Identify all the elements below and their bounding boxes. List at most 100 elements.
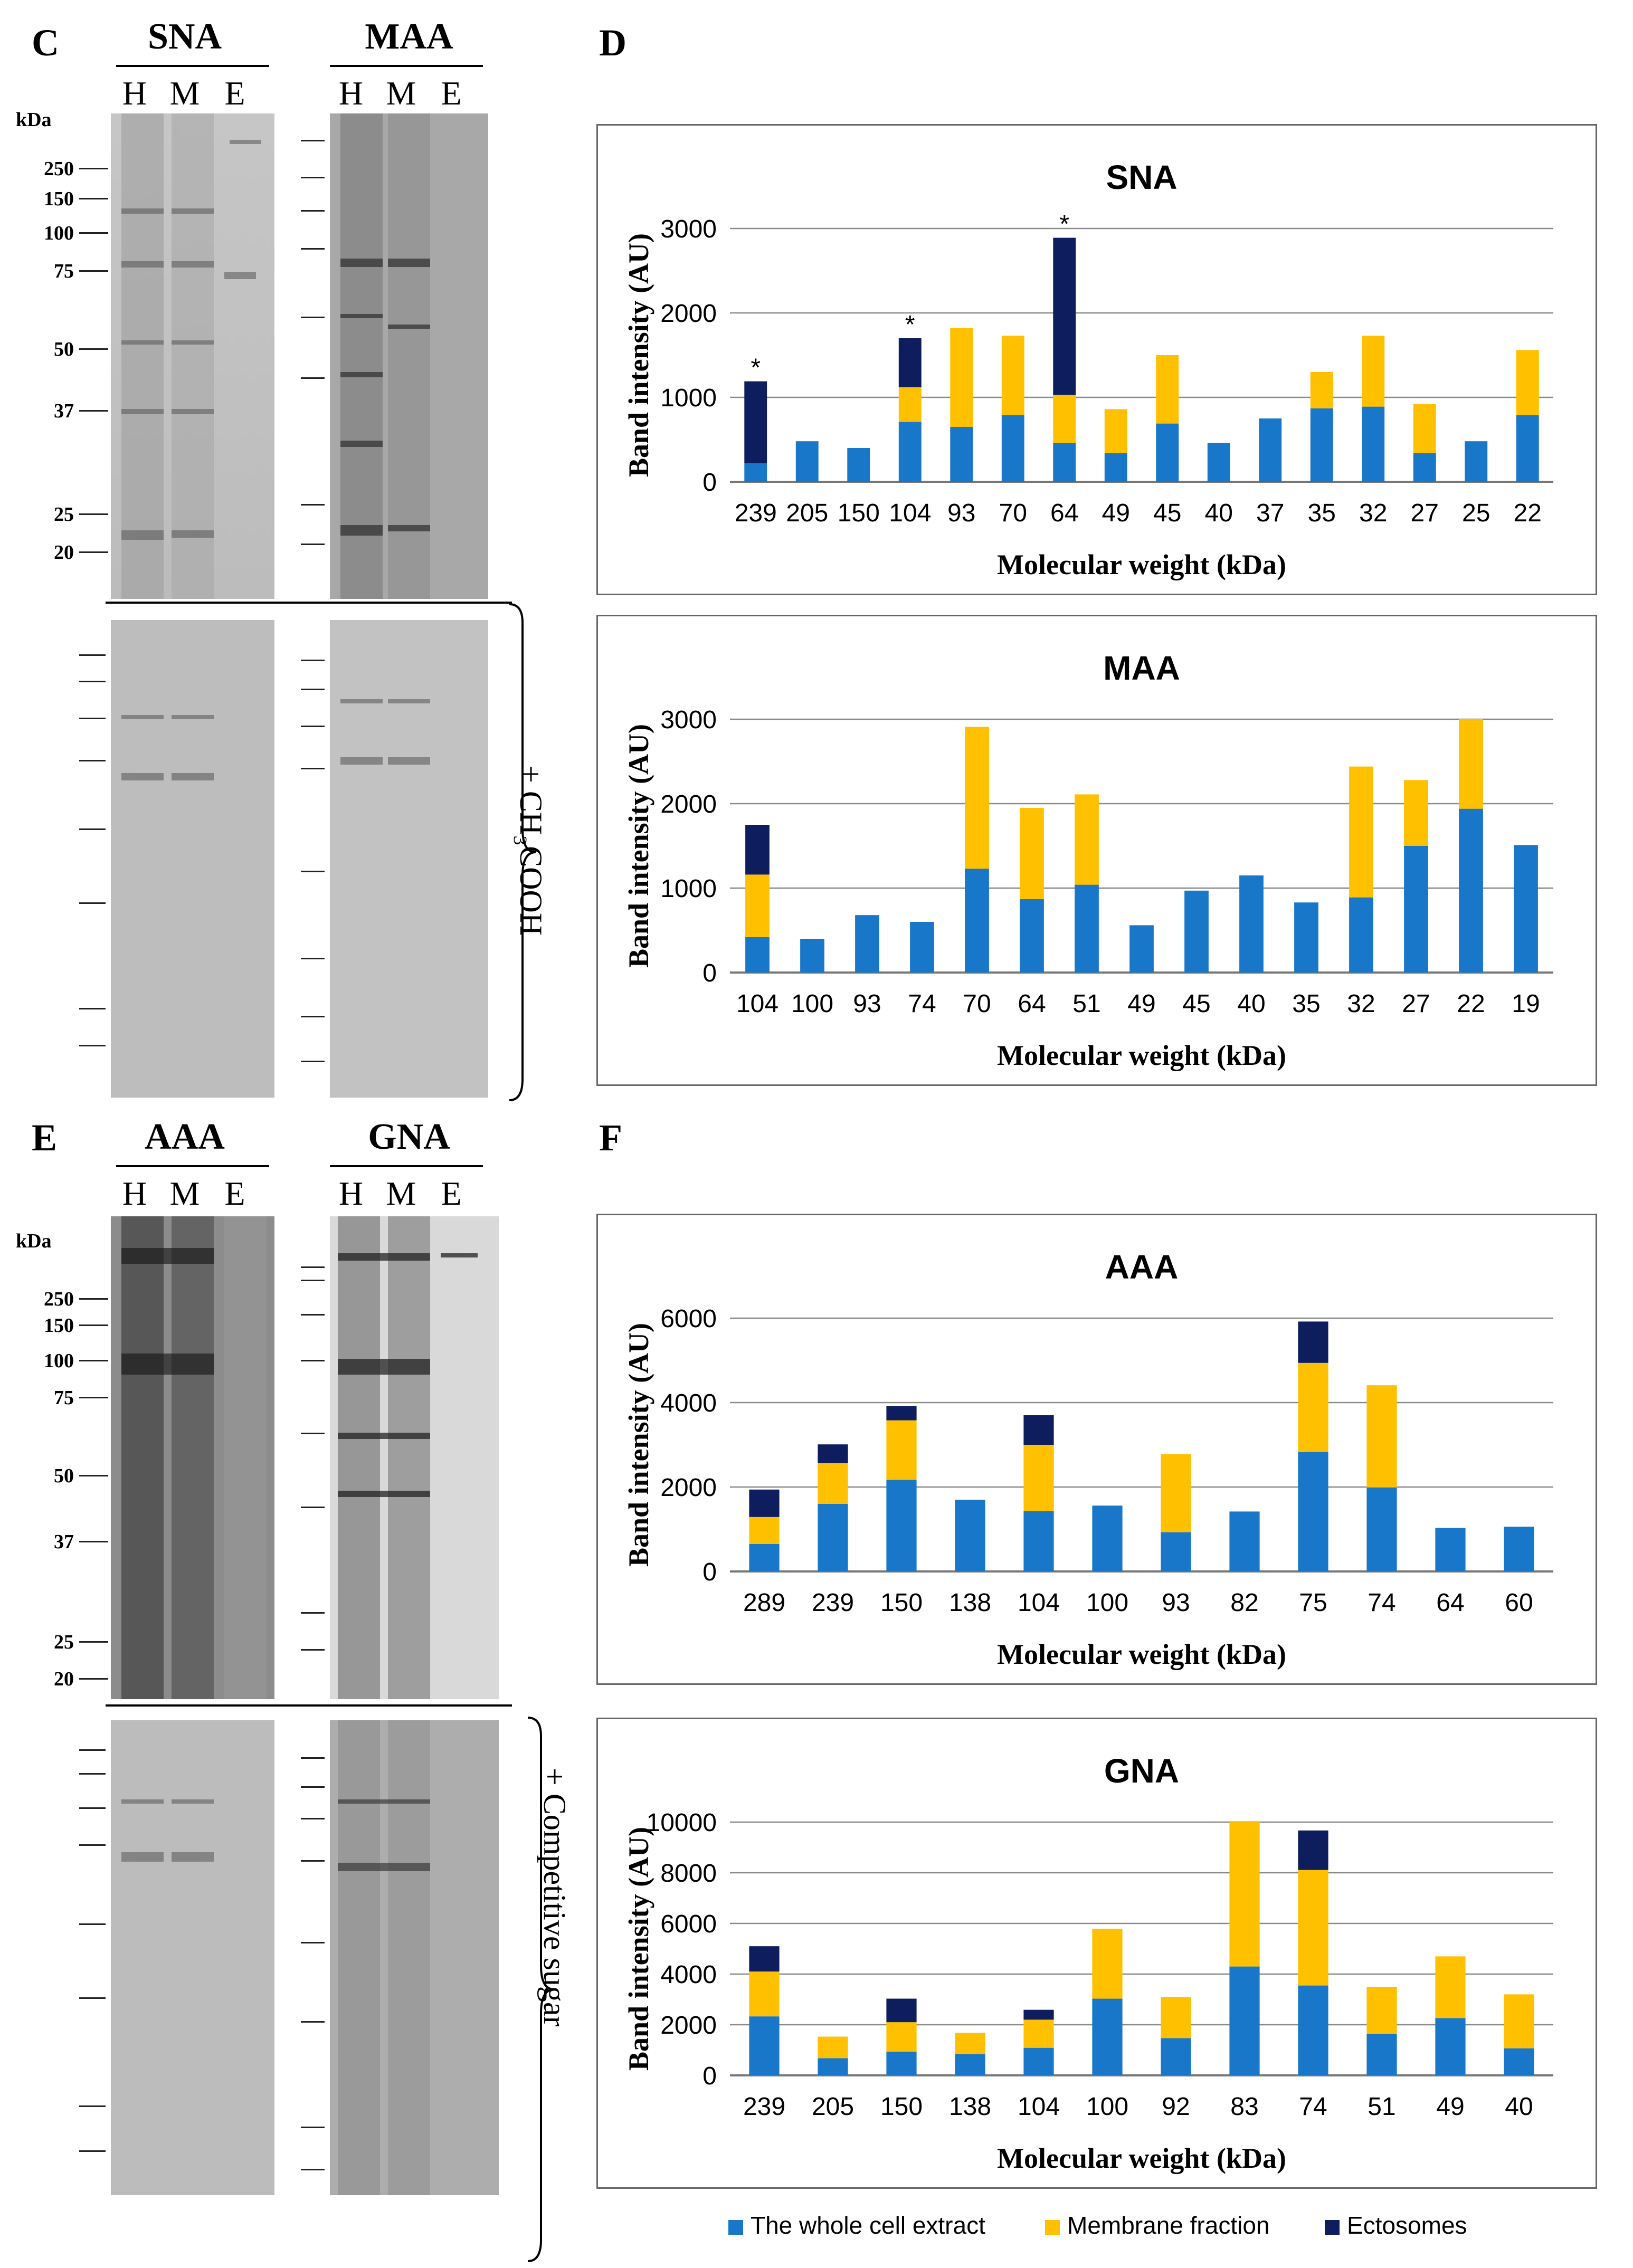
bar-membrane-51 <box>1366 1987 1397 2034</box>
x-tick-label: 32 <box>1359 499 1387 527</box>
bar-whole-37 <box>1259 418 1282 482</box>
lane-label-h: H <box>122 1175 147 1212</box>
x-tick-label: 51 <box>1368 2093 1395 2121</box>
bar-membrane-83 <box>1229 1822 1260 1967</box>
bar-membrane-45 <box>1156 355 1179 424</box>
bar-whole-150 <box>886 1480 917 1571</box>
x-tick-label: 37 <box>1256 499 1284 527</box>
bar-whole-205 <box>795 441 819 482</box>
y-tick-label: 3000 <box>660 706 717 734</box>
lane-label-m: M <box>386 1175 416 1212</box>
x-tick-label: 27 <box>1402 990 1430 1018</box>
kda-unit-label: kDa <box>16 109 52 131</box>
x-tick-label: 70 <box>963 990 991 1018</box>
chart-legend: The whole cell extract Membrane fraction… <box>728 2211 1626 2248</box>
legend-label-whole: The whole cell extract <box>751 2212 985 2239</box>
gel-image-maa-top <box>330 113 488 599</box>
bar-whole-45 <box>1184 890 1209 973</box>
chart-gna: GNA 0 2000 4000 6000 8000 10000 239 205 150 138 104… <box>623 1752 1553 2174</box>
bar-membrane-93 <box>950 328 973 427</box>
lane-label-e: E <box>224 1175 245 1212</box>
x-tick-label: 51 <box>1072 990 1100 1018</box>
lane-label-e: E <box>224 74 245 112</box>
bar-membrane-150 <box>886 1420 917 1480</box>
bar-whole-32 <box>1349 897 1373 973</box>
bar-whole-104 <box>1023 1511 1054 1571</box>
bar-ectosomes-239 <box>818 1444 848 1463</box>
bar-whole-100 <box>800 939 824 973</box>
bar-whole-32 <box>1362 406 1385 482</box>
legend-label-ectosomes: Ectosomes <box>1347 2212 1467 2239</box>
x-tick-label: 138 <box>949 1589 991 1617</box>
bar-whole-19 <box>1514 845 1538 973</box>
bar-ectosomes-239 <box>749 1946 780 1972</box>
bar-membrane-74 <box>1366 1385 1397 1488</box>
y-tick-label: 6000 <box>660 1910 717 1938</box>
marker-37: 37 <box>54 400 74 422</box>
bar-whole-51 <box>1366 2034 1397 2075</box>
x-tick-label: 239 <box>812 1589 854 1617</box>
chart-title: GNA <box>1104 1752 1179 1790</box>
chart-aaa: AAA 0 2000 4000 6000 289 239 150 138 104 100 93 82 75… <box>623 1248 1553 1670</box>
bar-membrane-32 <box>1362 336 1385 407</box>
bar-whole-51 <box>1075 884 1099 973</box>
x-tick-label: 19 <box>1512 990 1540 1018</box>
lane-label-m: M <box>386 74 416 112</box>
bar-whole-40 <box>1239 875 1264 973</box>
gel-title-maa: MAA <box>365 16 453 57</box>
gel-title-gna: GNA <box>368 1117 450 1157</box>
x-axis-label: Molecular weight (kDa) <box>997 2142 1286 2174</box>
x-tick-label: 138 <box>949 2093 991 2121</box>
x-tick-label: 104 <box>889 499 931 527</box>
bar-whole-83 <box>1229 1966 1260 2075</box>
bar-whole-22 <box>1459 808 1483 973</box>
y-tick-label: 2000 <box>660 790 717 818</box>
bar-whole-22 <box>1516 415 1539 482</box>
chart-box-sna: SNA 0 1000 2000 3000 * 239 205 150 * 104 93 70 * 64 49 4… <box>596 124 1597 595</box>
x-axis-label: Molecular weight (kDa) <box>997 549 1286 580</box>
panel-label-f: F <box>599 1117 622 1159</box>
bar-whole-64 <box>1435 1528 1466 1571</box>
bar-membrane-239 <box>749 1971 780 2017</box>
y-axis-label: Band intensity (AU) <box>623 1827 654 2071</box>
marker-20: 20 <box>54 541 74 564</box>
chart-title: SNA <box>1106 158 1177 196</box>
x-tick-label: 32 <box>1347 990 1375 1018</box>
x-tick-label: 100 <box>791 990 833 1018</box>
legend-swatch-membrane <box>1045 2219 1060 2235</box>
x-tick-label: 74 <box>1368 1589 1395 1617</box>
bar-membrane-104 <box>898 387 922 422</box>
chart-title: AAA <box>1105 1248 1179 1286</box>
bar-whole-104 <box>745 937 770 973</box>
chart-sna: SNA 0 1000 2000 3000 * 239 205 150 * 104 93 70 * 64 49 4… <box>623 158 1553 580</box>
brace-e <box>527 1717 555 2262</box>
x-tick-label: 45 <box>1182 990 1210 1018</box>
bar-whole-289 <box>749 1544 780 1571</box>
chart-box-aaa: AAA 0 2000 4000 6000 289 239 150 138 104 100 93 82 75… <box>596 1214 1597 1685</box>
x-tick-label: 205 <box>786 499 828 527</box>
bar-whole-138 <box>955 1500 985 1571</box>
bar-membrane-22 <box>1459 719 1483 809</box>
bar-membrane-75 <box>1298 1362 1328 1452</box>
lane-label-h: H <box>122 74 147 112</box>
y-tick-label: 4000 <box>660 1961 717 1989</box>
bar-membrane-239 <box>818 1463 848 1504</box>
y-tick-label: 10000 <box>647 1809 717 1837</box>
gel-image-gna-top <box>330 1216 499 1699</box>
bar-ectosomes-239 <box>744 381 767 463</box>
bar-membrane-64 <box>1053 395 1076 443</box>
marker-75: 75 <box>54 1387 74 1409</box>
legend-item-ectosomes: Ectosomes <box>1325 2211 1467 2240</box>
x-tick-label: 35 <box>1292 990 1320 1018</box>
x-tick-label: 239 <box>735 499 777 527</box>
marker-100: 100 <box>44 222 74 244</box>
marker-50: 50 <box>54 1465 74 1487</box>
x-tick-label: 289 <box>743 1589 785 1617</box>
y-tick-label: 8000 <box>660 1860 717 1888</box>
x-tick-label: 22 <box>1514 499 1542 527</box>
lane-underline-aaa <box>116 1165 269 1167</box>
legend-item-whole: The whole cell extract <box>728 2211 985 2240</box>
bar-ectosomes-104 <box>1023 1415 1054 1445</box>
bar-whole-49 <box>1104 453 1127 482</box>
x-tick-label: 150 <box>838 499 880 527</box>
